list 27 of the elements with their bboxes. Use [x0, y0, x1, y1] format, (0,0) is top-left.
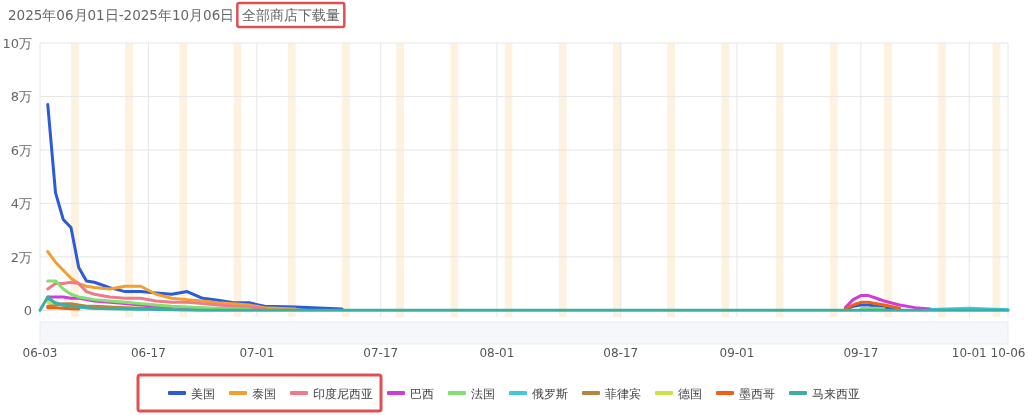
legend-label: 墨西哥: [739, 387, 775, 401]
chart-title: 2025年06月01日-2025年10月06日全部商店下载量: [8, 7, 341, 23]
y-tick-label: 0: [23, 303, 32, 319]
y-tick-label: 8万: [10, 89, 32, 105]
y-tick-label: 2万: [10, 249, 32, 265]
legend-label: 美国: [191, 387, 215, 401]
x-tick-label: 09-17: [843, 346, 879, 360]
y-tick-label: 6万: [10, 142, 32, 158]
legend-label: 菲律宾: [605, 387, 641, 401]
legend-label: 印度尼西亚: [313, 387, 373, 401]
legend-label: 俄罗斯: [532, 387, 568, 401]
legend-label: 巴西: [410, 387, 434, 401]
x-tick-label: 08-01: [479, 346, 515, 360]
legend-label: 泰国: [252, 387, 276, 401]
x-tick-label: 07-17: [363, 346, 399, 360]
x-tick-label: 06-03: [22, 346, 58, 360]
legend-label: 法国: [471, 387, 495, 401]
x-tick-label: 10-06: [990, 346, 1026, 360]
x-tick-label: 10-01: [951, 346, 987, 360]
x-tick-label: 06-17: [130, 346, 166, 360]
legend-label: 德国: [678, 387, 702, 401]
x-tick-label: 09-01: [719, 346, 755, 360]
x-tick-label: 07-01: [239, 346, 275, 360]
y-tick-label: 10万: [2, 36, 32, 51]
y-tick-label: 4万: [10, 196, 32, 212]
legend-label: 马来西亚: [812, 387, 860, 401]
x-tick-label: 08-17: [603, 346, 639, 360]
